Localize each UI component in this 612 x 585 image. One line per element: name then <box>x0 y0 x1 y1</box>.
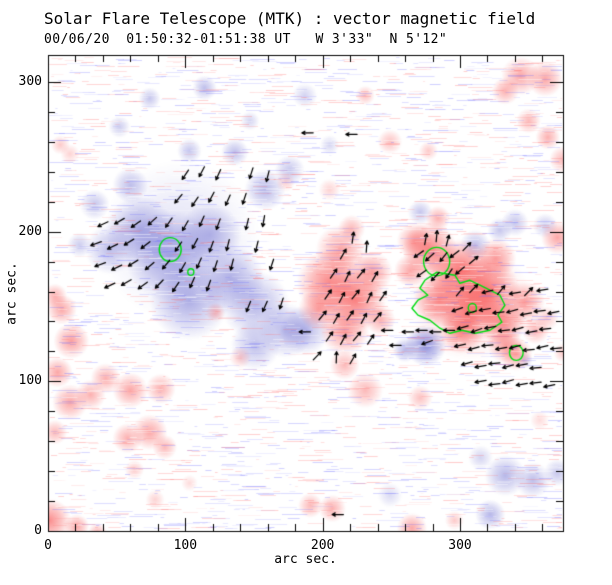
y-tick-label: 300 <box>18 73 42 89</box>
y-tick-label: 0 <box>34 523 42 538</box>
y-tick-label: 200 <box>18 223 42 239</box>
y-axis-label: arc sec. <box>4 262 20 325</box>
x-tick-label: 200 <box>310 538 335 553</box>
x-tick-label: 300 <box>448 538 472 553</box>
figure-subtitle: 00/06/20 01:50:32-01:51:38 UT W 3'33" N … <box>44 32 448 47</box>
x-tick-label: 0 <box>44 538 52 553</box>
x-axis-label: arc sec. <box>274 552 337 567</box>
figure-title: Solar Flare Telescope (MTK) : vector mag… <box>44 9 536 28</box>
y-tick-label: 100 <box>18 373 42 389</box>
x-tick-label: 100 <box>173 538 198 553</box>
